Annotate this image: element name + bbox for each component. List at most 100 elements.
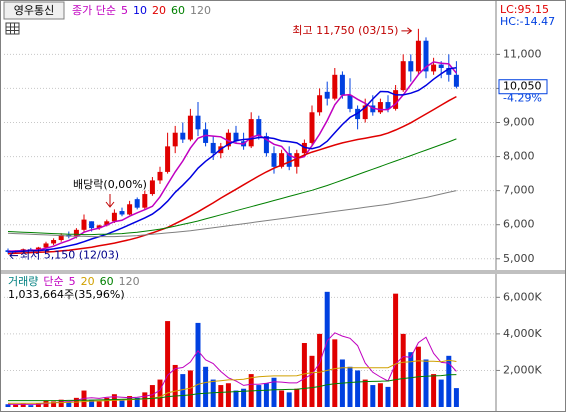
candle-body [51,240,57,244]
volume-bar [142,392,148,407]
stock-name[interactable]: 영우통신 [14,4,54,17]
candle-body [73,229,79,237]
candle-body [415,40,421,72]
volume-bar [271,377,277,407]
volume-bar [149,385,155,407]
candle-body [438,64,444,68]
candle-body [339,74,345,96]
candle-body [149,180,155,195]
candle-body [362,105,368,120]
stock-name-box[interactable] [3,1,65,20]
volume-bar [453,388,459,407]
volume-bar [165,321,171,407]
candle-body [423,40,429,72]
volume-bar [58,399,64,407]
high-annotation: 최고 11,750 (03/15) [292,24,398,37]
volume-bar [157,379,163,407]
volume-bar [400,333,406,407]
volume-bar [317,333,323,407]
volume-bar [35,403,41,407]
candle-body [233,132,239,142]
volume-bar [187,370,193,407]
legend-entry: 단순 [43,275,63,288]
moving-average-line [7,66,457,253]
volume-bar [286,392,292,407]
volume-bar [362,379,368,407]
candle-body [127,204,133,215]
volume-bar [301,343,307,407]
legend-entry: 60 [100,275,114,288]
y-tick-label: 8,000 [503,150,535,163]
candle-body [89,221,95,229]
candle-body [263,136,269,154]
legend-entry: 5 [69,275,76,288]
candle-body [400,61,406,91]
volume-bar [104,397,110,407]
y-tick-label: 4,000K [503,327,542,340]
volume-bar [180,374,186,407]
candle-body [271,153,277,167]
hc-label: HC:-14.47 [500,15,555,28]
grid-icon-lines [6,23,19,34]
volume-bar [13,404,19,407]
volume-bar [256,385,262,407]
candle-body [225,132,231,147]
legend-entry: 120 [190,4,211,17]
candle-body [408,61,414,72]
candle-body [332,74,338,99]
volume-bar [225,383,231,407]
moving-average-line [7,190,457,238]
candle-body [431,64,437,72]
y-tick-label: 9,000 [503,116,535,129]
volume-bar [233,390,239,407]
low-arrow [9,252,18,260]
grid-icon[interactable] [5,22,20,35]
volume-bar [431,374,437,407]
volume-bar [263,383,269,407]
volume-bar [51,401,57,407]
candle-body [35,247,41,250]
candle-body [157,171,163,181]
legend-entry: 5 [121,4,128,17]
legend-entry: 120 [119,275,140,288]
candle-body [134,199,140,208]
y-tick-label: 6,000 [503,218,535,231]
volume-bar [203,366,209,407]
volume-bar [66,402,72,407]
candle-body [256,119,262,137]
moving-average-line [8,374,457,402]
y-tick-label: 6,000K [503,290,542,303]
candle-body [279,153,285,167]
volume-bar [279,390,285,407]
volume-bar [393,293,399,407]
volume-bar [89,399,95,407]
moving-average-line [7,138,457,236]
candle-body [119,211,125,215]
volume-bar [241,388,247,407]
candle-body [324,91,330,99]
candle-body [58,234,64,241]
last-price-box [498,79,548,95]
volume-bar [370,385,376,407]
candle-body [104,221,110,226]
dividend-annotation: 배당락(0,00%) [73,178,147,191]
volume-bar [355,370,361,407]
volume-bar [195,322,201,407]
candle-body [453,74,459,87]
panel-separator [1,270,565,274]
candle-body [81,219,87,230]
y-tick-label: 2,000K [503,363,542,376]
volume-bar [446,355,452,407]
lc-label: LC:95.15 [500,3,549,16]
volume-bar [134,397,140,407]
candle-body [385,102,391,109]
y-tick-label: 7,000 [503,184,535,197]
change-label: -4.29% [503,92,542,105]
legend-entry: 20 [152,4,166,17]
candle-body [393,90,399,109]
volume-bar [377,383,383,407]
high-arrow [401,27,413,35]
volume-bar [294,388,300,407]
